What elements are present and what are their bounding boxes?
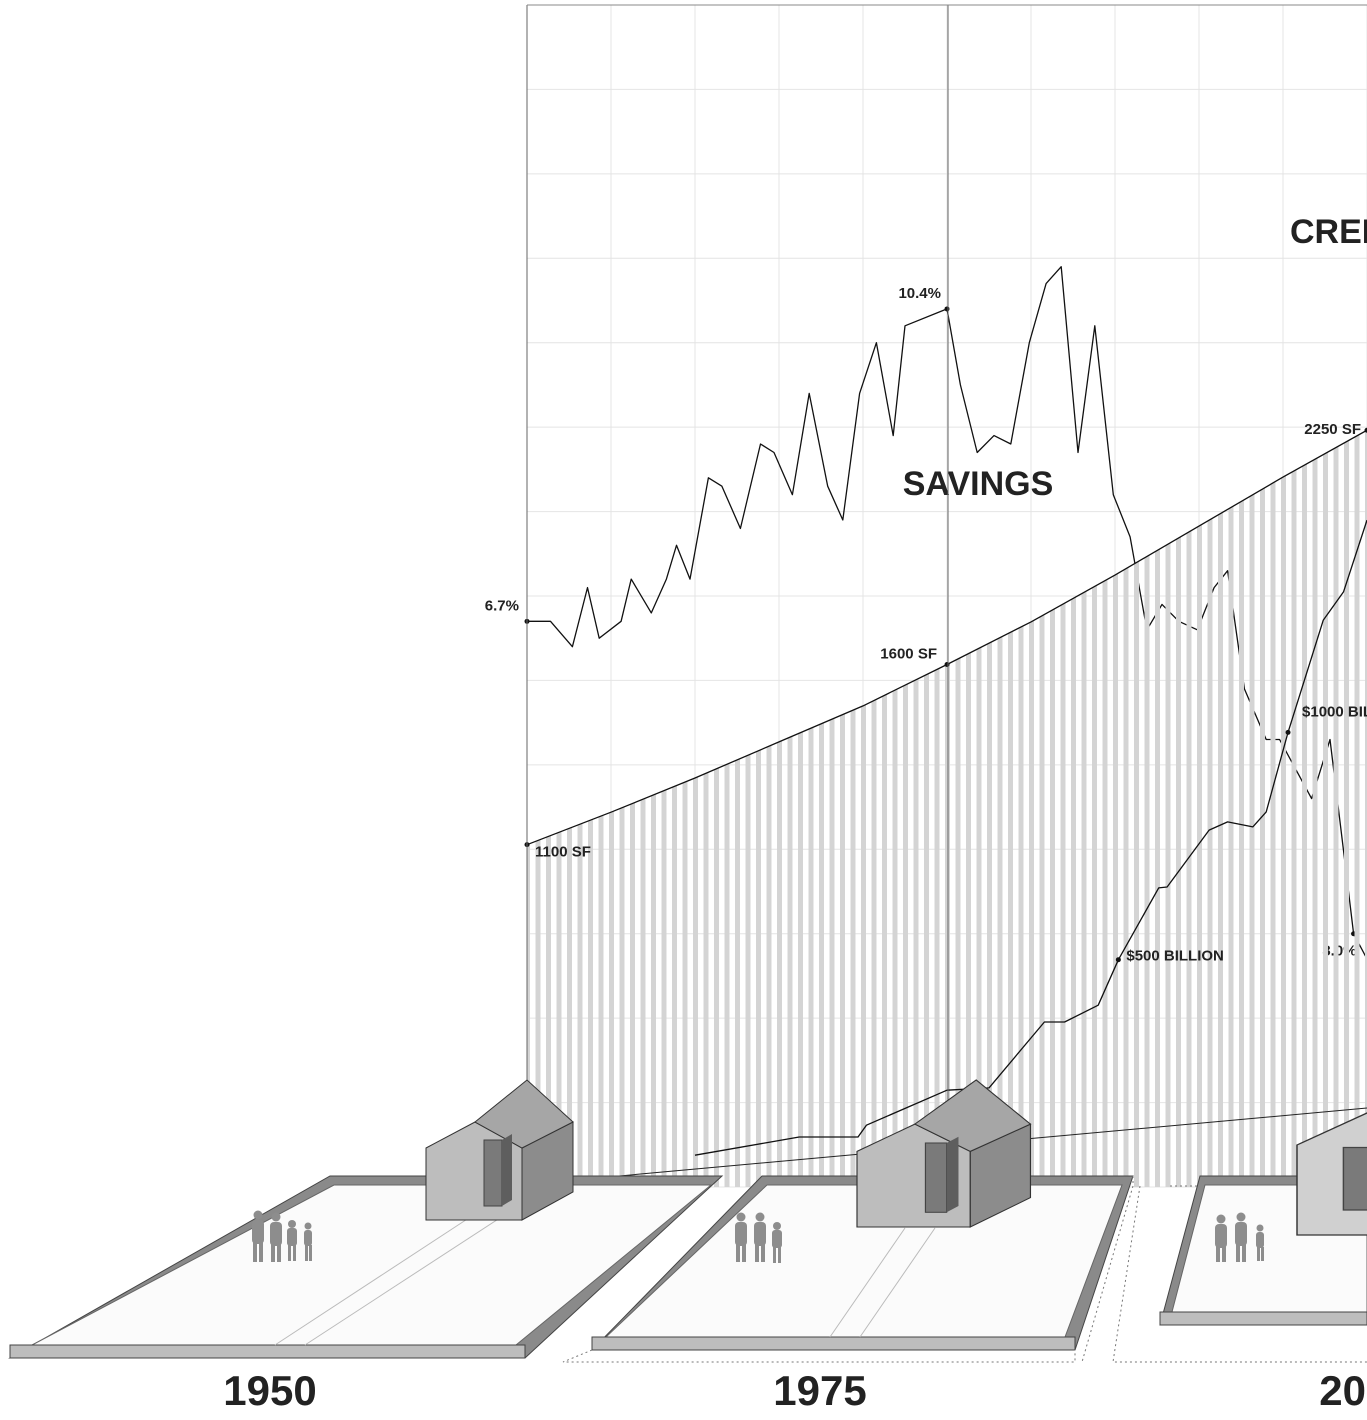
- point: [1364, 427, 1367, 433]
- data-label: $1000 BILLION: [1302, 703, 1367, 720]
- point: [944, 661, 950, 667]
- period-label: 2000: [1319, 1367, 1367, 1414]
- period-label: 1975: [773, 1367, 866, 1414]
- series-label: CREDIT: [1290, 213, 1367, 251]
- area: [527, 430, 1367, 1187]
- period-label: 1950: [223, 1367, 316, 1414]
- point: [1285, 729, 1291, 735]
- series-label: SAVINGS: [903, 465, 1054, 503]
- line: [694, 519, 1367, 1156]
- house-2000: [1296, 1112, 1367, 1236]
- point: [944, 306, 950, 312]
- data-label: 2250 SF: [1304, 421, 1361, 438]
- people: [252, 1210, 1264, 1263]
- data-label: $500 BILLION: [1126, 948, 1224, 965]
- platform-1975: [562, 1175, 1134, 1363]
- house-1975: [856, 1079, 1032, 1228]
- data-label: 10.4%: [898, 285, 941, 302]
- platform-1950: [8, 1175, 724, 1359]
- house-1950: [425, 1079, 574, 1221]
- data-label: 1600 SF: [880, 645, 937, 662]
- data-label: 6.7%: [485, 597, 519, 614]
- illustration: [8, 1079, 1367, 1363]
- point: [1115, 957, 1121, 963]
- data-label: 1100 SF: [535, 844, 591, 861]
